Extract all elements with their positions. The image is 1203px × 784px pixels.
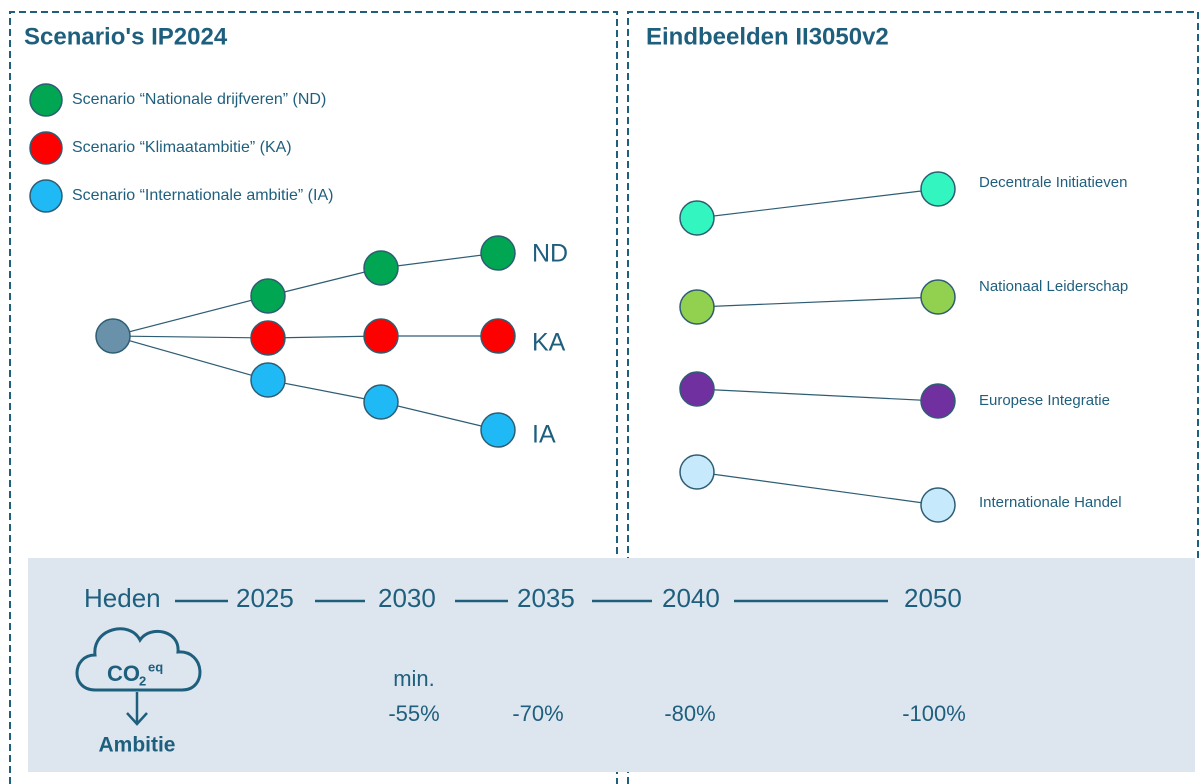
end-state-node [679,200,715,236]
legend-label: Scenario “Klimaatambitie” (KA) [72,139,292,156]
legend-label: Scenario “Internationale ambitie” (IA) [72,187,333,204]
end-state-label: Decentrale Initiatieven [979,174,1127,191]
icon-subscript: 2 [139,673,146,688]
cloud-icon [75,627,202,692]
icon-caption: Ambitie [98,734,175,757]
icon-text: CO [107,661,140,686]
branch-label: KA [532,329,566,357]
end-state-node [920,279,956,315]
timeline-label: 2050 [904,583,962,613]
end-state-label: Internationale Handel [979,494,1122,511]
end-states-title: Eindbeelden II3050v2 [646,23,889,50]
end-states-box [627,11,1199,784]
edge [380,401,499,431]
icon-arrow [126,692,148,726]
legend-dot [29,83,63,117]
legend-dot [29,131,63,165]
scenario-node [363,250,399,286]
end-state-label: Nationaal Leiderschap [979,278,1128,295]
target-label: -70% [512,701,563,726]
end-state-node [679,454,715,490]
timeline-label: Heden [84,583,161,613]
target-label: -80% [664,701,715,726]
root-node [95,318,131,354]
scenarios-title: Scenario's IP2024 [24,23,228,50]
timeline-label: 2035 [517,583,575,613]
target-label: -55% [388,701,439,726]
edge [267,379,382,403]
edge [696,471,939,506]
end-state-node [679,371,715,407]
end-state-node [920,487,956,523]
scenario-node [363,384,399,420]
target-label: -100% [902,701,966,726]
icon-superscript: eq [148,659,163,674]
target-note: min. [393,666,435,691]
timeline-label: 2040 [662,583,720,613]
end-state-node [679,289,715,325]
edge [112,335,269,339]
edge [267,335,382,339]
legend-label: Scenario “Nationale drijfveren” (ND) [72,91,326,108]
end-state-node [920,383,956,419]
branch-label: IA [532,421,556,449]
scenario-node [250,362,286,398]
edge [696,388,939,402]
edge [267,267,382,297]
scenario-node [250,320,286,356]
scenario-node [480,318,516,354]
legend-dot [29,179,63,213]
edge [696,188,939,219]
timeline-label: 2025 [236,583,294,613]
scenario-node [363,318,399,354]
edge [380,252,499,269]
edge [112,335,269,381]
edge [112,295,269,337]
timeline-band [28,558,1195,772]
scenario-node [480,235,516,271]
end-state-label: Europese Integratie [979,392,1110,409]
timeline-label: 2030 [378,583,436,613]
scenario-node [480,412,516,448]
end-state-node [920,171,956,207]
scenario-node [250,278,286,314]
edge [696,296,939,308]
branch-label: ND [532,240,568,268]
scenarios-box [9,11,618,784]
